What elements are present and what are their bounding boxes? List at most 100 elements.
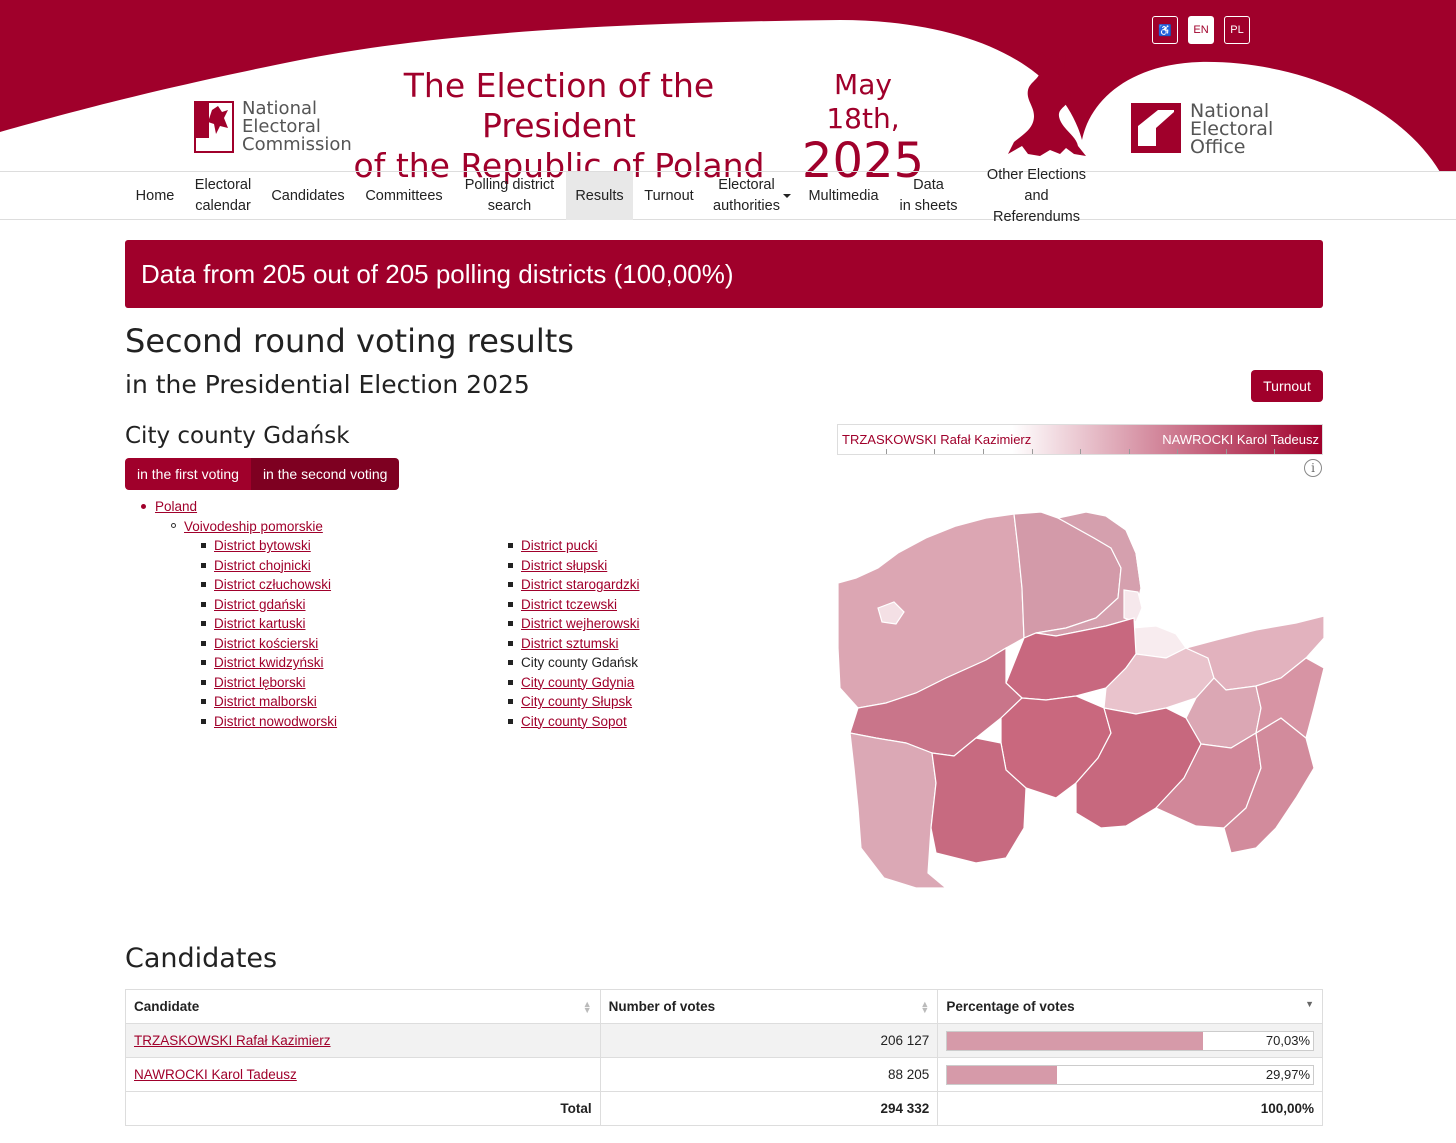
sort-desc-icon: ▼ [1305,999,1314,1009]
map-district-gdanski[interactable] [1103,647,1215,715]
district-link[interactable]: District tczewski [521,596,618,612]
link-poland[interactable]: Poland [155,499,198,514]
district-link[interactable]: District starogardzki [521,577,640,592]
total-label: Total [125,1091,601,1126]
turnout-button[interactable]: Turnout [1251,370,1323,402]
percentage-bar: 70,03% [946,1030,1314,1051]
nav-turnout[interactable]: Turnout [644,187,694,204]
kbw-logo-icon [1131,103,1181,153]
district-link[interactable]: District pucki [521,538,598,553]
language-en-button[interactable]: EN [1188,16,1214,44]
candidates-heading: Candidates [125,943,278,974]
nav-electoral-calendar[interactable]: Electoral calendar [194,177,252,214]
nav-data-in-sheets[interactable]: Data in sheets [899,177,958,214]
district-link[interactable]: District lęborski [214,674,306,690]
map-district-kwidzynski[interactable] [1223,717,1315,854]
list-item: City county Gdynia [508,673,640,693]
district-link[interactable]: District sztumski [521,635,619,651]
map-color-legend: TRZASKOWSKI Rafał Kazimierz NAWROCKI Kar… [837,424,1323,455]
results-heading: Second round voting results [125,322,574,360]
legend-right-label: NAWROCKI Karol Tadeusz [1162,432,1319,447]
nav-results[interactable]: Results [566,172,633,220]
table-total-row: Total 294 332 100,00% [125,1091,1323,1126]
accessibility-icon[interactable]: ♿ [1152,16,1178,44]
district-link[interactable]: District kwidzyński [214,655,324,670]
district-link[interactable]: District człuchowski [214,577,332,592]
pkw-logo-text: National Electoral Commission [242,98,352,155]
nav-polling-district-search[interactable]: Polling district search [464,177,555,214]
current-region-label: City county Gdańsk [521,655,639,670]
list-item: District lęborski [201,673,337,693]
percentage-cell: 29,97% [937,1057,1323,1092]
district-link[interactable]: District kościerski [214,635,319,651]
map-district-chojnicki[interactable] [849,732,948,889]
link-voivodeship[interactable]: Voivodeship pomorskie [184,518,323,534]
results-subheading: in the Presidential Election 2025 [125,370,530,399]
top-button-group: ♿ EN PL [1152,16,1250,44]
nav-other-elections[interactable]: Other Elections and Referendums [986,166,1087,225]
percentage-bar: 29,97% [946,1064,1314,1085]
sort-icon: ▲ ▼ [582,999,592,1015]
tab-second-voting[interactable]: in the second voting [250,458,400,490]
list-item: District bytowski [201,536,337,556]
district-link[interactable]: District bytowski [214,538,311,553]
bullet [141,504,146,509]
main-navigation: Home Electoral calendar Candidates Commit… [0,166,1456,225]
list-item: District sztumski [508,634,640,654]
district-link[interactable]: District gdański [214,596,306,612]
nav-committees[interactable]: Committees [365,187,443,204]
column-header-percentage[interactable]: Percentage of votes ▼ [937,989,1323,1024]
percentage-label: 29,97% [1265,1066,1310,1082]
map-district-czluchowski[interactable] [930,737,1027,864]
total-percentage: 100,00% [937,1091,1323,1126]
tab-first-voting[interactable]: in the first voting [125,458,251,490]
list-item: District tczewski [508,595,640,615]
district-list-col1: District bytowski District chojnicki Dis… [201,536,338,731]
candidate-link[interactable]: TRZASKOWSKI Rafał Kazimierz [134,1033,331,1048]
table-header-row: Candidate ▲ ▼ Number of votes ▲ ▼ Percentage… [125,989,1323,1024]
list-item: District chojnicki [201,556,337,576]
percentage-cell: 70,03% [937,1023,1323,1058]
district-link[interactable]: District kartuski [214,616,306,631]
pkw-logo[interactable]: National Electoral Commission [194,100,352,154]
column-header-votes[interactable]: Number of votes ▲ ▼ [599,989,939,1024]
legend-left-label: TRZASKOWSKI Rafał Kazimierz [842,432,1032,447]
round-tabs: in the first voting in the second voting [125,458,400,490]
language-pl-button[interactable]: PL [1224,16,1250,44]
percentage-bar-fill [947,1031,1204,1050]
info-icon[interactable]: i [1304,459,1322,477]
district-link[interactable]: City county Słupsk [521,694,633,709]
list-item: District malborski [201,692,337,712]
district-link[interactable]: City county Gdynia [521,674,635,690]
kbw-logo-text: National Electoral Office [1190,100,1274,158]
district-list-col2: District pucki District słupski District… [508,536,640,732]
nav-electoral-authorities[interactable]: Electoral authorities [705,172,799,220]
nav-candidates[interactable]: Candidates [271,187,345,204]
list-item: District człuchowski [201,575,337,595]
list-item: District kwidzyński [201,653,337,673]
kbw-logo[interactable]: National Electoral Office [1130,100,1274,158]
bullet [171,523,176,528]
district-link[interactable]: District słupski [521,557,608,573]
list-item: District słupski [508,556,640,576]
column-header-candidate[interactable]: Candidate ▲ ▼ [125,989,601,1024]
nav-home[interactable]: Home [135,187,175,204]
list-item: City county Słupsk [508,692,640,712]
votes-cell: 206 127 [599,1023,939,1058]
district-link[interactable]: District nowodworski [214,713,338,729]
table-row: NAWROCKI Karol Tadeusz 88 205 29,97% [125,1057,1323,1092]
district-link[interactable]: District wejherowski [521,616,640,631]
map-district-sztumski[interactable] [1255,657,1324,740]
nav-multimedia[interactable]: Multimedia [808,187,879,204]
candidate-link[interactable]: NAWROCKI Karol Tadeusz [134,1067,297,1082]
list-item: City county Sopot [508,712,640,732]
map-district-pucki[interactable] [1105,515,1190,590]
district-link[interactable]: City county Sopot [521,713,627,729]
list-item: District kartuski [201,614,337,634]
district-link[interactable]: District chojnicki [214,557,311,573]
district-link[interactable]: District malborski [214,694,317,709]
map-city-slupsk[interactable] [877,601,905,625]
map-city-gdynia[interactable] [1123,589,1143,623]
percentage-label: 70,03% [1265,1032,1310,1048]
site-header: ♿ EN PL National Electoral Commission Th… [0,0,1456,186]
